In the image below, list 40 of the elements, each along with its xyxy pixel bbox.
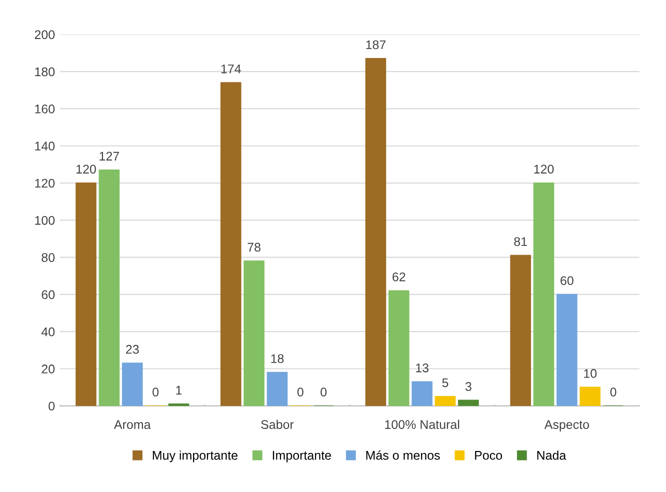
y-tick-label: 100: [35, 216, 55, 225]
y-tick-label: 160: [35, 104, 55, 114]
data-label: 1: [176, 386, 182, 395]
x-tick-label: Sabor: [261, 420, 294, 429]
data-label: 81: [514, 237, 527, 246]
x-tick-label: Aspecto: [544, 420, 589, 432]
legend-label: Poco: [475, 451, 502, 460]
y-tick-label: 200: [34, 30, 55, 40]
legend-label: Más o menos: [366, 450, 440, 460]
y-tick-label: 180: [35, 67, 55, 76]
data-label: 3: [465, 382, 472, 391]
data-label: 60: [560, 276, 574, 286]
x-tick-label: 100% Natural: [385, 420, 460, 429]
data-label: 120: [534, 164, 554, 174]
data-label: 5: [442, 378, 448, 388]
y-tick-label: 120: [35, 178, 55, 188]
data-label: 174: [221, 64, 241, 74]
data-label: 10: [584, 369, 597, 378]
data-label: 62: [392, 272, 406, 282]
data-label: 23: [126, 344, 139, 354]
y-tick-label: 140: [35, 142, 55, 151]
data-label: 127: [100, 152, 119, 160]
data-label: 0: [610, 388, 616, 396]
y-tick-label: 0: [48, 402, 55, 411]
data-label: 0: [320, 388, 327, 396]
data-label: 0: [297, 388, 304, 396]
data-label: 13: [416, 363, 428, 372]
y-tick-label: 40: [41, 327, 55, 336]
y-tick-label: 80: [42, 253, 55, 262]
data-label: 0: [152, 388, 159, 396]
legend-label: Importante: [272, 451, 331, 462]
legend-label: Nada: [537, 450, 566, 460]
data-label: 187: [366, 40, 386, 50]
y-tick-label: 20: [42, 364, 55, 374]
data-label: 18: [271, 354, 284, 364]
data-label: 78: [248, 242, 260, 252]
x-tick-label: Aroma: [114, 420, 151, 429]
data-label: 120: [76, 164, 96, 174]
legend-label: Muy importante: [152, 450, 238, 462]
y-tick-label: 60: [42, 290, 55, 300]
